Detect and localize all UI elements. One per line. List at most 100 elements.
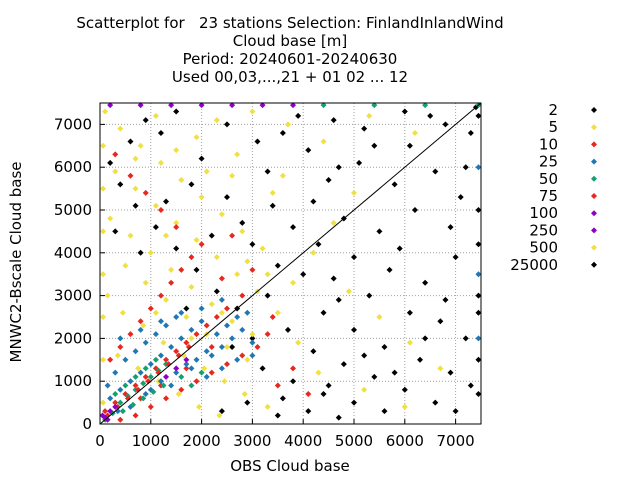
data-point-25: [188, 326, 195, 333]
data-point-5: [224, 343, 230, 350]
legend-label: 500: [529, 239, 558, 257]
data-point-2: [305, 408, 312, 415]
data-point-5: [239, 228, 246, 235]
data-point-5: [249, 108, 256, 115]
data-point-250: [107, 102, 114, 109]
data-point-25: [104, 382, 111, 389]
data-point-10: [127, 331, 134, 338]
data-point-2: [284, 326, 291, 333]
data-point-50: [178, 373, 185, 380]
data-point-25: [249, 339, 256, 346]
data-point-2: [264, 168, 271, 175]
legend-label: 5: [548, 118, 558, 136]
legend-label: 250: [529, 221, 558, 239]
legend-marker: [591, 175, 597, 182]
data-point-5: [229, 318, 236, 325]
data-point-10: [264, 331, 271, 338]
data-point-2: [376, 228, 383, 235]
data-point-10: [157, 292, 164, 299]
data-point-25: [112, 369, 119, 376]
title-line-2: Cloud base [m]: [232, 32, 348, 50]
data-point-5: [175, 391, 182, 398]
data-point-5: [140, 322, 147, 329]
data-point-2: [396, 245, 403, 252]
legend-marker: [591, 141, 597, 148]
data-point-10: [218, 275, 225, 282]
data-point-500: [100, 356, 107, 363]
data-point-5: [132, 155, 139, 162]
data-point-2: [442, 121, 449, 128]
data-point-2: [213, 288, 220, 295]
data-point-10: [107, 356, 114, 363]
data-point-10: [137, 318, 144, 325]
data-point-2: [188, 181, 195, 188]
data-point-50: [371, 102, 378, 109]
legend-marker: [591, 244, 597, 251]
data-point-50: [140, 395, 147, 402]
data-point-2: [401, 386, 408, 393]
data-point-2: [432, 399, 439, 406]
data-point-25: [147, 361, 154, 368]
data-point-10: [173, 224, 180, 231]
legend-marker: [591, 124, 597, 131]
legend-label: 25: [539, 153, 558, 171]
data-point-25: [203, 373, 210, 380]
data-point-2: [335, 164, 342, 171]
data-point-25: [142, 391, 149, 398]
data-point-25: [198, 305, 205, 312]
data-point-2: [366, 292, 373, 299]
data-point-5: [137, 142, 144, 149]
data-point-5: [114, 352, 121, 359]
data-point-5: [234, 271, 241, 278]
data-point-2: [330, 275, 337, 282]
data-point-5: [361, 386, 368, 393]
data-point-25: [168, 343, 175, 350]
data-point-25: [157, 378, 164, 385]
data-point-2: [447, 369, 454, 376]
data-point-5: [411, 129, 418, 136]
data-point-5: [437, 365, 444, 372]
data-point-5: [218, 309, 225, 316]
data-point-5: [259, 245, 266, 252]
data-point-10: [224, 305, 230, 312]
data-point-2: [432, 168, 439, 175]
axis-ticks: 0 1000 2000 3000 4000 5000 6000 7000 0 1000 2000 30…: [54, 115, 475, 450]
data-point-5: [221, 378, 228, 385]
data-point-100: [183, 356, 190, 363]
data-point-5: [142, 279, 149, 286]
data-point-2: [310, 198, 317, 205]
data-point-10: [193, 331, 200, 338]
data-point-5: [163, 232, 170, 239]
y-axis-label: MNWC2-Bscale Cloud base: [7, 162, 25, 363]
data-point-10: [168, 279, 175, 286]
data-point-25: [198, 318, 205, 325]
x-tick-label: 4000: [284, 432, 322, 450]
data-point-500: [100, 271, 107, 278]
data-point-5: [213, 117, 220, 124]
data-point-2: [305, 147, 312, 154]
data-point-2: [218, 408, 225, 415]
data-point-5: [152, 309, 159, 316]
data-point-2: [259, 365, 266, 372]
data-point-500: [100, 185, 107, 192]
data-point-2: [325, 177, 332, 184]
x-tick-label: 1000: [132, 432, 170, 450]
data-point-5: [160, 339, 167, 346]
data-point-2: [325, 382, 332, 389]
data-point-10: [112, 399, 119, 406]
data-point-10: [163, 356, 170, 363]
data-point-10: [183, 339, 190, 346]
y-tick-label: 3000: [54, 287, 92, 305]
data-point-50: [130, 401, 137, 408]
data-point-10: [117, 416, 124, 423]
data-point-25: [234, 314, 241, 320]
data-point-5: [117, 125, 124, 132]
data-point-5: [193, 134, 200, 141]
data-point-25: [178, 309, 185, 316]
data-point-5: [264, 271, 271, 278]
data-point-2: [239, 219, 246, 226]
data-point-5: [104, 292, 111, 299]
data-point-2: [157, 129, 164, 136]
data-point-5: [351, 189, 357, 196]
data-point-10: [112, 151, 119, 158]
